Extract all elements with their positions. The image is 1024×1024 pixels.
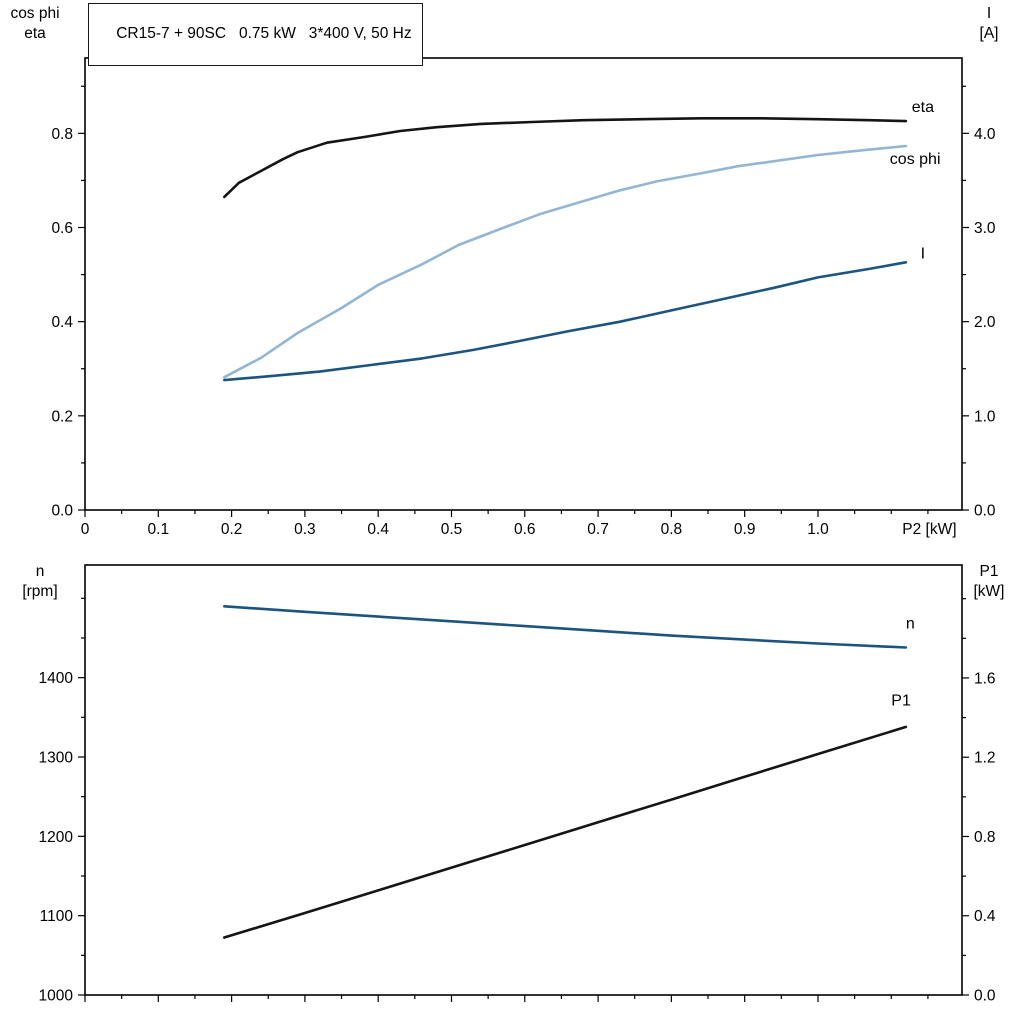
- top-left-axis-label: cos phi eta: [2, 4, 68, 44]
- axis-label-eta: eta: [24, 25, 46, 42]
- axis-label-current: I: [986, 5, 992, 22]
- tick-label: 1.0: [974, 408, 996, 425]
- axis-label-current-unit: [A]: [979, 25, 999, 42]
- tick-label: 0.1: [148, 521, 170, 538]
- axis-label-p1: P1: [979, 563, 999, 580]
- chart-efficiency-cosphi-current-vs-p2: 0.0 0.2 0.4 0.6 0.8 0.0 1.0 2.0 3.0 4.0 0 0.1 0.2 0.3…: [51, 57, 996, 538]
- series-cos-phi-label: cos phi: [890, 151, 941, 168]
- series-eta-line: [223, 117, 908, 199]
- chart-speed-p1-vs-p2: 1000 1100 1200 1300 1400 0.0 0.4 0.8 1.2 1.6 n P1: [39, 564, 996, 1005]
- tick-label: 0.9: [734, 521, 756, 538]
- tick-label: 0.4: [974, 908, 996, 925]
- axis-label-speed: n: [35, 563, 45, 580]
- series-P1-line: [223, 725, 908, 939]
- tick-label: 1000: [39, 988, 74, 1005]
- tick-label: 0.7: [587, 521, 609, 538]
- series-I-label: I: [921, 246, 925, 263]
- series-eta-label: eta: [912, 99, 934, 116]
- tick-label: 0.5: [441, 521, 463, 538]
- x-axis-title: P2 [kW]: [902, 521, 956, 538]
- series-n-line: [223, 604, 908, 649]
- plot-frame: [84, 57, 963, 511]
- tick-label: 0.2: [221, 521, 243, 538]
- tick-label: 1.2: [974, 750, 996, 767]
- tick-label: 0.4: [367, 521, 389, 538]
- tick-label: 0.8: [661, 521, 683, 538]
- tick-label: 0.0: [974, 503, 996, 520]
- series-P1-label: P1: [891, 693, 911, 710]
- tick-label: 2.0: [974, 314, 996, 331]
- series-I-line: [223, 260, 908, 382]
- tick-label: 0.0: [974, 988, 996, 1005]
- bottom-left-axis-label: n [rpm]: [10, 562, 70, 602]
- tick-label: 0.8: [974, 829, 996, 846]
- plot-frame: [84, 564, 963, 996]
- tick-label: 1300: [39, 749, 74, 766]
- tick-label: 1.0: [807, 521, 829, 538]
- tick-label: 3.0: [974, 220, 996, 237]
- tick-label: 1400: [39, 670, 74, 687]
- bottom-right-axis-label: P1 [kW]: [960, 562, 1018, 602]
- chart-title-box: CR15-7 + 90SC 0.75 kW 3*400 V, 50 Hz: [88, 3, 423, 66]
- tick-label: 1.6: [974, 670, 996, 687]
- axis-label-cos-phi: cos phi: [10, 5, 60, 22]
- axis-label-p1-unit: [kW]: [973, 583, 1005, 600]
- series-cos-phi-line: [223, 144, 908, 379]
- tick-label: 0.4: [51, 314, 73, 331]
- chart-title: CR15-7 + 90SC 0.75 kW 3*400 V, 50 Hz: [116, 25, 412, 42]
- tick-label: 0.6: [514, 521, 536, 538]
- tick-label: 1100: [40, 908, 74, 925]
- tick-label: 0.8: [51, 126, 73, 143]
- tick-label: 4.0: [974, 126, 996, 143]
- series-n-label: n: [906, 615, 915, 632]
- tick-label: 0.3: [294, 521, 316, 538]
- top-right-axis-label: I [A]: [960, 4, 1018, 44]
- tick-label: 1200: [39, 829, 74, 846]
- tick-label: 0.0: [51, 503, 73, 520]
- tick-label: 0.2: [51, 408, 73, 425]
- axis-label-speed-unit: [rpm]: [22, 583, 58, 600]
- tick-label: 0.6: [51, 220, 73, 237]
- tick-label: 0: [81, 521, 90, 538]
